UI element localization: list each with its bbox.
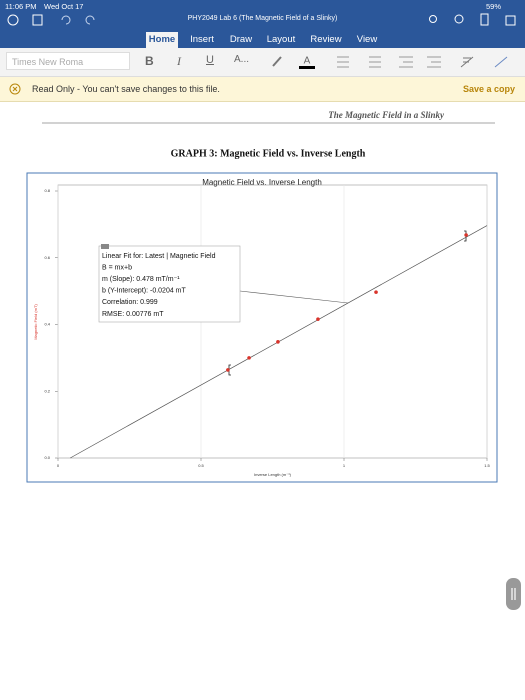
save-copy[interactable]: Save a copy bbox=[462, 84, 515, 94]
annotation-line: B = mx+b bbox=[102, 264, 132, 271]
scroll-grip bbox=[511, 588, 516, 600]
y-axis-label: Magnetic Field (mT) bbox=[33, 304, 38, 340]
tell-me-button[interactable] bbox=[429, 15, 437, 23]
title-bar: 11:06 PM Wed Oct 17 59% PHY2049 Lab 6 (T… bbox=[0, 0, 525, 48]
redo-button[interactable] bbox=[85, 15, 95, 25]
x-tick-label: 0 bbox=[57, 463, 60, 468]
annotation-line: m (Slope): 0.478 mT/m⁻¹ bbox=[102, 276, 180, 283]
data-point bbox=[226, 368, 230, 372]
data-point bbox=[316, 317, 320, 321]
font-box[interactable]: Times New Roma bbox=[6, 52, 130, 70]
italic-button[interactable]: I bbox=[177, 54, 181, 68]
document-title: PHY2049 Lab 6 (The Magnetic Field of a S… bbox=[187, 15, 338, 22]
y-tick-label: 0.8 bbox=[44, 188, 50, 193]
data-point bbox=[374, 290, 378, 294]
ribbon-tab[interactable]: View bbox=[356, 34, 378, 45]
data-point bbox=[247, 356, 251, 360]
back-button[interactable] bbox=[7, 14, 19, 26]
x-axis-label: Inverse Length (m⁻¹) bbox=[254, 472, 292, 477]
y-tick-label: 0.2 bbox=[44, 388, 50, 393]
ribbon-tab[interactable]: Draw bbox=[229, 34, 253, 45]
font-color-swatch bbox=[299, 66, 315, 69]
annotation-line: Linear Fit for: Latest | Magnetic Field bbox=[102, 253, 216, 260]
close-banner[interactable] bbox=[9, 83, 21, 95]
y-tick-label: 0.6 bbox=[44, 255, 50, 260]
annotation-line: Correlation: 0.999 bbox=[102, 299, 158, 306]
status-time: 11:06 PM bbox=[5, 2, 37, 11]
y-tick-label: 0.4 bbox=[44, 322, 50, 327]
ribbon-tab[interactable]: Layout bbox=[266, 34, 296, 45]
style-button[interactable]: A... bbox=[234, 54, 250, 65]
x-tick-label: 1 bbox=[343, 463, 346, 468]
format-icons: A bbox=[272, 56, 508, 69]
heading: GRAPH 3: Magnetic Field vs. Inverse Leng… bbox=[171, 148, 366, 159]
share-button[interactable] bbox=[505, 15, 516, 26]
battery: 59% bbox=[486, 2, 502, 11]
paragraph-buttons[interactable] bbox=[337, 56, 441, 68]
running-header: The Magnetic Field in a Slinky bbox=[328, 110, 445, 120]
chart-frame bbox=[26, 172, 498, 483]
data-point bbox=[276, 340, 280, 344]
underline-button[interactable]: U bbox=[206, 54, 214, 66]
x-tick-label: 0.5 bbox=[198, 463, 204, 468]
annotation-line: RMSE: 0.00776 mT bbox=[102, 311, 164, 318]
clear-format-button[interactable] bbox=[494, 56, 508, 68]
ribbon-tab[interactable]: Home bbox=[146, 32, 178, 48]
undo-button[interactable] bbox=[61, 15, 71, 25]
annotation-box bbox=[98, 245, 241, 323]
bold-button[interactable]: B bbox=[145, 54, 154, 68]
files-button[interactable] bbox=[32, 14, 43, 26]
status-date: Wed Oct 17 bbox=[44, 2, 84, 11]
y-tick-label: 0.0 bbox=[44, 455, 50, 460]
read-only-banner: Read Only - You can't save changes to th… bbox=[0, 77, 525, 102]
annotation-icon bbox=[101, 244, 109, 249]
toolbar-icons bbox=[7, 13, 516, 26]
font-color-button[interactable]: A bbox=[304, 56, 311, 67]
scroll-handle[interactable] bbox=[506, 578, 521, 610]
ribbon: Times New Roma B I U A... A bbox=[0, 48, 525, 77]
ribbon-tab[interactable]: Review bbox=[310, 34, 342, 45]
banner-message: Read Only - You can't save changes to th… bbox=[32, 84, 220, 94]
chart-title: Magnetic Field vs. Inverse Length bbox=[202, 178, 322, 187]
highlight-button[interactable] bbox=[272, 56, 282, 67]
styles-button[interactable] bbox=[460, 56, 474, 68]
x-tick-label: 1.5 bbox=[484, 463, 490, 468]
reading-button[interactable] bbox=[480, 13, 489, 26]
annotation-leader bbox=[239, 290, 349, 304]
data-point bbox=[464, 233, 468, 237]
search-button[interactable] bbox=[454, 14, 464, 24]
ribbon-tab[interactable]: Insert bbox=[190, 34, 214, 45]
font-name: Times New Roma bbox=[12, 57, 84, 67]
annotation-line: b (Y-Intercept): -0.0204 mT bbox=[102, 288, 187, 295]
